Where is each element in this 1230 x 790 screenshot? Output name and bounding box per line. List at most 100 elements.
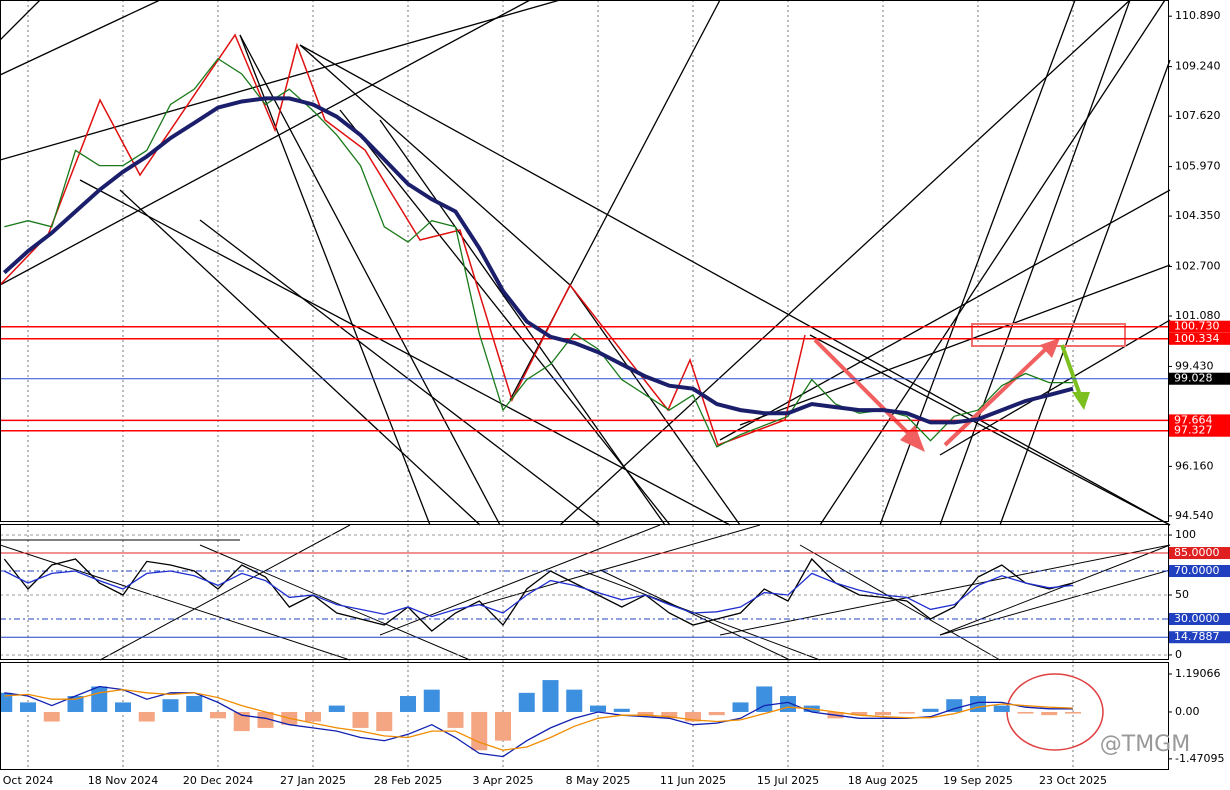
trend-line [939, 319, 1171, 456]
trend-line [819, 0, 1166, 526]
panel-frame [0, 524, 1169, 660]
histogram-bar [67, 696, 84, 712]
y-tick-label: 96.160 [1175, 459, 1214, 472]
histogram-bar [851, 711, 868, 716]
x-tick-label: 18 Aug 2025 [848, 774, 918, 787]
trend-line [0, 0, 561, 161]
arrow-head [1040, 338, 1060, 358]
y-tick-label: 104.350 [1175, 209, 1221, 222]
x-tick-label: 3 Apr 2025 [472, 774, 533, 787]
y-tick-label: 110.890 [1175, 9, 1221, 22]
histogram-bar [518, 692, 535, 712]
level-label: 30.0000 [1174, 612, 1220, 625]
level-label: 97.664 [1174, 413, 1213, 426]
trend-line [939, 0, 1131, 526]
histogram-bar [328, 705, 345, 712]
trend-line [0, 0, 161, 76]
arrow-head [900, 425, 925, 452]
trend-line [579, 569, 821, 661]
trend-line [199, 219, 601, 526]
level-label-bg [1169, 414, 1230, 427]
histogram-bar [637, 711, 654, 716]
histogram-bar [590, 705, 606, 712]
histogram-bar [732, 702, 749, 712]
histogram-bar [993, 705, 1010, 712]
level-label-bg [1169, 547, 1230, 560]
y-tick-label: 0 [1175, 648, 1182, 661]
histogram-bar [210, 711, 226, 719]
histogram-bar [898, 711, 915, 714]
y-tick-label: 99.430 [1175, 359, 1214, 372]
y-tick-label: 0.00 [1175, 705, 1200, 718]
level-label: 14.7887 [1174, 630, 1220, 643]
x-tick-label: 11 Jun 2025 [660, 774, 726, 787]
level-label: 100.730 [1174, 320, 1220, 333]
level-label-bg [1169, 320, 1230, 333]
histogram-bar [115, 702, 131, 712]
level-label-bg [1169, 332, 1230, 345]
histogram-bar [542, 680, 559, 712]
trend-line [379, 119, 666, 526]
x-tick-label: 23 Oct 2025 [1039, 774, 1107, 787]
level-label: 70.0000 [1174, 564, 1220, 577]
trend-line [239, 34, 431, 526]
x-tick-label: 18 Nov 2024 [88, 774, 158, 787]
trend-line [739, 264, 1171, 426]
histogram-bar [91, 686, 108, 712]
trend-line [299, 44, 571, 286]
level-label-bg [1169, 565, 1230, 578]
trend-line [599, 569, 791, 661]
level-label: 100.334 [1174, 332, 1220, 345]
histogram-bar [613, 708, 630, 712]
histogram-bar [400, 696, 416, 712]
arrow [1060, 344, 1082, 396]
trend-line [719, 189, 1171, 441]
series-line [2, 96, 1074, 425]
trend-line [239, 34, 501, 526]
panel-frame [0, 662, 1169, 770]
histogram-bar [352, 711, 369, 728]
level-label: 97.327 [1174, 424, 1213, 437]
series-line [4, 688, 1074, 751]
trend-line [569, 284, 741, 526]
x-tick-label: 19 Sep 2025 [943, 774, 1013, 787]
trend-line [339, 109, 671, 526]
arrow-head [1072, 392, 1090, 410]
watermark: @TMGM [1100, 732, 1190, 757]
histogram-bar [162, 699, 179, 712]
y-tick-label: 109.240 [1175, 60, 1221, 73]
x-tick-label: Oct 2024 [3, 774, 54, 787]
histogram-bar [708, 711, 725, 716]
histogram-bar [685, 711, 701, 722]
histogram-bar [566, 689, 583, 712]
histogram-bar [423, 689, 440, 712]
level-label-bg [1169, 424, 1230, 437]
x-tick-label: 8 May 2025 [566, 774, 631, 787]
trend-line [939, 569, 1171, 636]
histogram-bar [305, 711, 321, 722]
trend-line [299, 44, 1171, 526]
trend-line [119, 189, 481, 526]
panel-frame [0, 0, 1169, 522]
trend-line [199, 544, 471, 661]
histogram-bar [661, 711, 678, 719]
y-tick-label: 94.540 [1175, 509, 1214, 522]
histogram-bar [376, 711, 393, 732]
y-tick-label: 50 [1175, 588, 1189, 601]
highlight [1006, 673, 1104, 751]
histogram-bar [447, 711, 464, 728]
histogram-bar [0, 692, 13, 712]
level-label-bg [1169, 372, 1230, 385]
histogram-bar [946, 699, 963, 712]
x-tick-label: 15 Jul 2025 [757, 774, 819, 787]
y-tick-label: -1.47095 [1175, 752, 1224, 765]
histogram-bar [875, 711, 891, 716]
trend-line [719, 544, 1171, 636]
histogram-bar [43, 711, 60, 722]
trend-line [799, 544, 1001, 661]
y-tick-label: 1.19066 [1175, 667, 1221, 680]
y-tick-label: 100 [1175, 528, 1196, 541]
arrow [943, 343, 1052, 447]
level-label: 85.0000 [1174, 546, 1220, 559]
